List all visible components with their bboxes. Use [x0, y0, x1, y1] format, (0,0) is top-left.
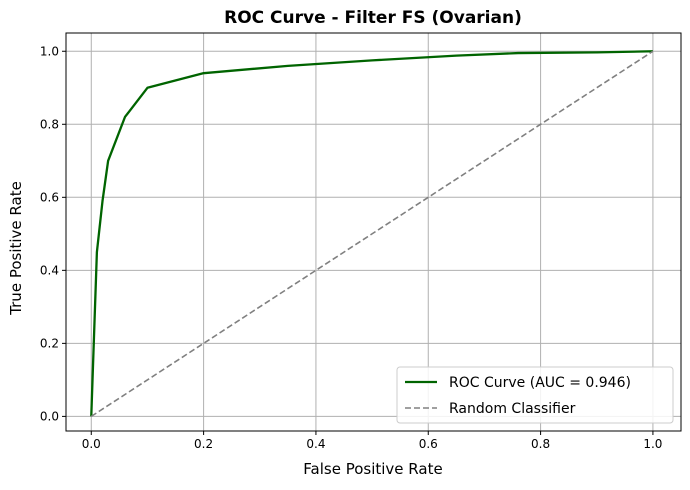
roc-curve-line [90, 50, 653, 417]
x-axis-label: False Positive Rate [303, 460, 442, 478]
legend-label: ROC Curve (AUC = 0.946) [449, 375, 631, 391]
chart-title: ROC Curve - Filter FS (Ovarian) [224, 8, 522, 28]
x-tick-label: 0.2 [194, 437, 213, 451]
legend-box [396, 366, 674, 424]
legend: ROC Curve (AUC = 0.946) Random Classifier [396, 366, 674, 424]
x-tick-label: 0.6 [419, 437, 438, 451]
x-tick-label: 1.0 [643, 437, 662, 451]
y-tick-label: 1.0 [40, 44, 59, 58]
axis-ticks: 0.0 0.2 0.4 0.6 0.8 1.0 0.0 0.2 0.4 0.6 0.8 1.0 [40, 44, 663, 451]
grid-lines [66, 33, 681, 431]
random-classifier-line [90, 50, 654, 418]
y-tick-label: 0.8 [40, 117, 59, 131]
legend-label: Random Classifier [449, 401, 576, 417]
plot-frame [65, 32, 682, 432]
x-tick-label: 0.4 [306, 437, 325, 451]
y-tick-label: 0.2 [40, 336, 59, 350]
y-axis-label: True Positive Rate [7, 181, 25, 316]
x-tick-label: 0.8 [531, 437, 550, 451]
y-tick-label: 0.6 [40, 190, 59, 204]
plot-series [90, 50, 654, 418]
y-tick-label: 0.0 [40, 409, 59, 423]
x-tick-label: 0.0 [82, 437, 101, 451]
y-tick-label: 0.4 [40, 263, 59, 277]
